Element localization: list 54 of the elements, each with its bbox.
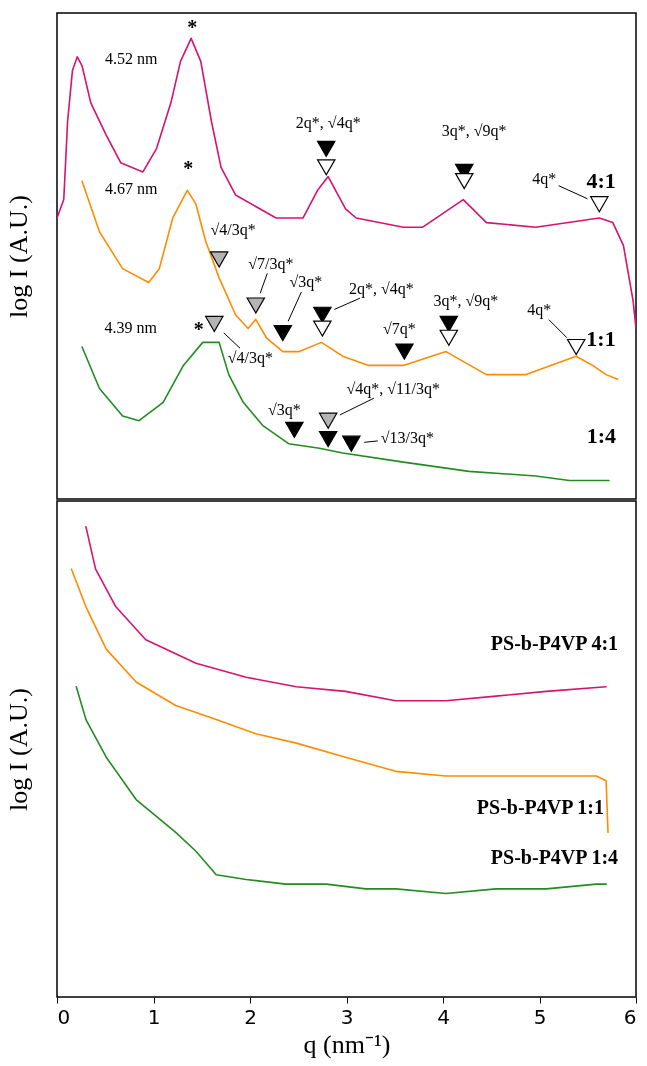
annotation: 4q* xyxy=(532,170,557,189)
annotation: √4q*, √11/3q* xyxy=(346,379,440,398)
point xyxy=(318,412,338,429)
annotation: √7q* xyxy=(383,319,416,338)
point xyxy=(313,320,332,337)
annotation: 3q*, √9q* xyxy=(433,291,499,310)
annotation: 2q*, √4q* xyxy=(295,113,361,132)
point xyxy=(313,306,332,323)
x-tick-label: 2 xyxy=(244,1004,257,1029)
point xyxy=(395,343,414,360)
point xyxy=(209,251,229,268)
point xyxy=(246,297,266,314)
annotation: 4.39 nm xyxy=(104,319,158,337)
series-label: PS-b-P4VP 1:1 xyxy=(476,796,605,819)
x-tick-label: 3 xyxy=(340,1004,354,1029)
annotation: √3q* xyxy=(268,400,301,419)
annotation: √4/3q* xyxy=(227,348,273,367)
point xyxy=(318,431,338,448)
point xyxy=(273,325,293,342)
annotation: 4.67 nm xyxy=(105,180,159,198)
x-tick-label: 6 xyxy=(623,1004,637,1029)
annotation: * xyxy=(187,16,198,39)
point xyxy=(316,140,336,157)
y-axis-title: log I (A.U.) xyxy=(3,688,33,811)
annotation: √7/3q* xyxy=(248,254,294,273)
annotation: √4/3q* xyxy=(210,221,256,240)
point xyxy=(285,421,304,438)
annotation: 4q* xyxy=(527,300,552,319)
x-tick-label: 1 xyxy=(147,1004,161,1029)
point xyxy=(566,338,586,356)
x-axis-title: q (nm⁻¹) xyxy=(303,1029,391,1059)
x-tick-label: 5 xyxy=(533,1004,547,1029)
annotation: 2q*, √4q* xyxy=(348,279,414,298)
x-tick-label: 0 xyxy=(57,1004,71,1029)
annotation: * xyxy=(183,157,194,180)
annotation: √13/3q* xyxy=(380,428,434,447)
annotation: 4.52 nm xyxy=(104,50,158,68)
point xyxy=(205,315,224,333)
annotation: * xyxy=(193,318,204,341)
series-label: PS-b-P4VP 4:1 xyxy=(490,631,619,654)
series-label: PS-b-P4VP 1:4 xyxy=(490,846,619,869)
series-label: 4:1 xyxy=(586,167,616,193)
annotation: √3q* xyxy=(289,273,323,292)
series-label: 1:1 xyxy=(586,326,616,352)
annotation: 3q*, √9q* xyxy=(441,121,507,140)
point xyxy=(439,315,459,333)
point xyxy=(316,159,336,176)
y-axis-title: log I (A.U.) xyxy=(3,195,33,318)
point xyxy=(342,435,361,452)
point xyxy=(439,329,459,346)
point xyxy=(454,173,474,190)
series-label: 1:4 xyxy=(586,422,616,448)
point xyxy=(590,196,609,213)
x-tick-label: 4 xyxy=(437,1004,450,1029)
